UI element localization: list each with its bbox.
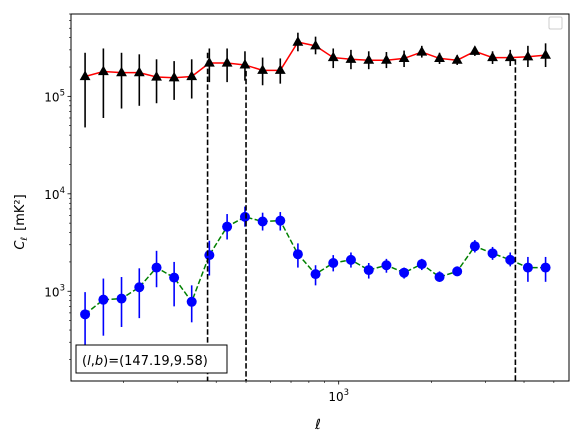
series-1-point — [451, 54, 463, 64]
series-2-point — [540, 262, 551, 273]
annotation-box: (l,b)=(147.19,9.58) — [75, 344, 228, 374]
series-2-point — [169, 272, 180, 283]
x-tick-label-exponent: 3 — [344, 388, 349, 398]
series-2-point — [275, 215, 286, 226]
series-1-point — [221, 56, 233, 67]
series-1-point — [345, 53, 357, 63]
series-1-point — [434, 52, 445, 63]
legend-box — [548, 16, 563, 30]
series-2-point — [292, 249, 303, 260]
series-2-point — [134, 282, 145, 293]
series-1-point — [168, 71, 180, 82]
series-2-point — [239, 211, 250, 222]
x-axis-label: ℓ — [314, 417, 321, 433]
y-axis-label: Cℓ[mK²] — [13, 194, 30, 249]
series-1 — [79, 32, 551, 128]
plot-area — [79, 32, 551, 381]
annotation-text: (l,b)=(147.19,9.58) — [82, 354, 208, 369]
series-2-point — [399, 267, 410, 278]
legend-frame — [548, 16, 563, 30]
series-2-point — [257, 216, 268, 227]
series-1-point — [203, 56, 215, 67]
series-1-point — [79, 70, 91, 81]
series-1-point — [116, 66, 127, 77]
series-2-point — [151, 262, 162, 273]
series-1-point — [151, 70, 162, 81]
y-tick-label: 103 — [44, 283, 65, 299]
y-tick-label-base: 10 — [44, 285, 59, 299]
y-tick-label: 104 — [44, 186, 65, 202]
series-1-point — [292, 36, 304, 46]
series-2-point — [434, 272, 445, 283]
series-2-point — [310, 269, 321, 280]
series-1-point — [327, 51, 339, 62]
series-2-point — [469, 241, 480, 252]
y-tick-label-exponent: 5 — [60, 88, 65, 98]
x-axis-ticks: 103 — [123, 381, 555, 404]
series-1-point — [310, 39, 321, 50]
y-tick-label-base: 10 — [44, 188, 59, 202]
series-2-point — [416, 259, 427, 270]
series-2-point — [116, 293, 127, 304]
series-2-point — [487, 248, 498, 259]
y-tick-label-exponent: 3 — [60, 283, 65, 293]
y-tick-label-exponent: 4 — [60, 186, 65, 196]
series-2-point — [345, 254, 356, 265]
series-1-point — [257, 64, 269, 74]
series-1-point — [398, 52, 410, 63]
y-tick-label-base: 10 — [44, 90, 59, 104]
series-2-point — [80, 309, 91, 320]
series-2-point — [328, 257, 339, 268]
series-2-point — [505, 254, 516, 265]
series-1-point — [381, 54, 392, 64]
series-2-point — [452, 266, 463, 277]
series-2-point — [381, 260, 392, 271]
series-1-point — [186, 70, 198, 81]
series-1-point — [540, 49, 551, 59]
series-2-point — [363, 265, 374, 276]
series-1-point — [239, 58, 251, 69]
series-1-point — [522, 50, 534, 61]
series-1-point — [469, 45, 481, 55]
series-2-point — [186, 296, 197, 307]
series-2-point — [98, 294, 109, 305]
y-tick-label: 105 — [44, 88, 65, 104]
plot-frame — [70, 13, 570, 382]
series-1-point — [133, 66, 145, 77]
y-axis-label-text: Cℓ[mK²] — [13, 194, 30, 249]
x-tick-label-base: 10 — [328, 390, 343, 404]
series-2-point — [204, 250, 215, 261]
series-1-point — [416, 46, 428, 56]
series-1-point — [504, 51, 516, 62]
annotation-frame — [75, 344, 228, 374]
series-1-point — [97, 65, 109, 76]
series-2-point — [522, 262, 533, 273]
series-1-point — [487, 51, 498, 62]
x-tick-label: 103 — [328, 388, 349, 404]
series-1-point — [274, 64, 286, 74]
series-2 — [80, 206, 551, 369]
series-2-point — [222, 221, 233, 232]
series-1-point — [363, 54, 375, 64]
